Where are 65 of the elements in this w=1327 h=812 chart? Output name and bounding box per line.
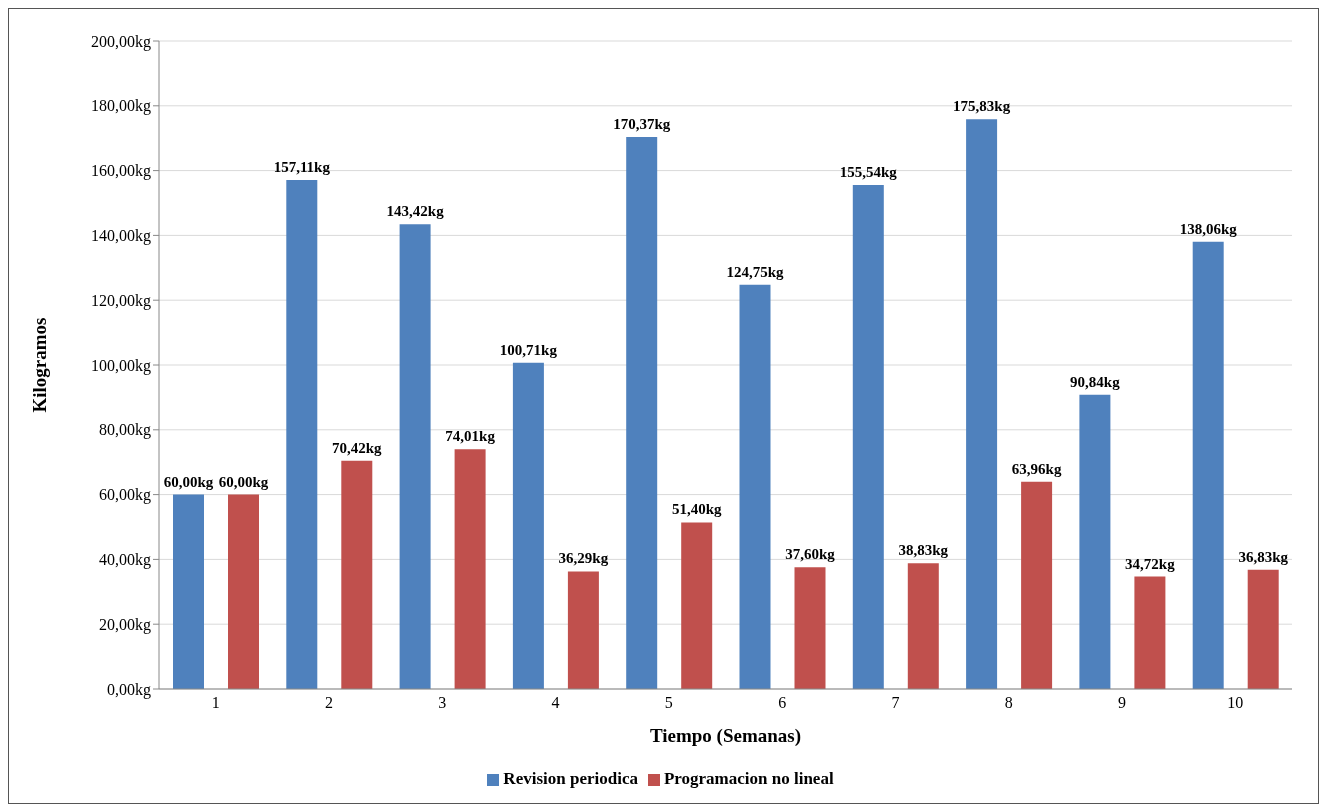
bar — [1021, 481, 1053, 689]
x-axis-title: Tiempo (Semanas) — [649, 725, 802, 748]
y-tick-label: 140,00kg — [91, 227, 151, 246]
bar — [681, 522, 713, 689]
y-tick-label: 80,00kg — [99, 421, 151, 440]
y-tick-label: 100,00kg — [91, 356, 151, 375]
data-label: 36,29kg — [558, 550, 609, 567]
data-label: 70,42kg — [332, 439, 383, 456]
y-tick-label: 0,00kg — [107, 680, 151, 699]
data-label: 60,00kg — [163, 473, 214, 490]
bar — [512, 362, 544, 689]
y-tick-label: 40,00kg — [99, 551, 151, 570]
legend-label: Revision periodica — [503, 769, 638, 788]
bar — [794, 567, 826, 689]
bar — [228, 494, 259, 689]
bar — [567, 571, 599, 689]
bar — [1134, 576, 1166, 689]
bar — [399, 224, 431, 689]
bar — [852, 185, 884, 689]
x-tick-label: 1 — [211, 694, 220, 712]
y-tick-label: 20,00kg — [99, 615, 151, 634]
data-label: 100,71kg — [499, 341, 558, 358]
x-tick-label: 5 — [664, 694, 673, 712]
legend-label: Programacion no lineal — [663, 769, 834, 788]
x-tick-label: 4 — [551, 694, 560, 712]
bar — [286, 179, 318, 689]
bar — [626, 137, 658, 689]
bar — [739, 284, 771, 689]
x-tick-label: 7 — [891, 694, 900, 712]
data-label: 34,72kg — [1125, 555, 1176, 572]
data-label: 60,00kg — [218, 473, 269, 490]
data-label: 74,01kg — [445, 428, 496, 445]
bar — [341, 460, 373, 689]
data-label: 143,42kg — [386, 203, 445, 220]
x-tick-label: 6 — [778, 694, 787, 712]
bar — [454, 449, 486, 689]
data-label: 36,83kg — [1238, 548, 1289, 565]
bar — [1247, 569, 1279, 689]
bar — [907, 563, 939, 689]
x-tick-label: 3 — [438, 694, 447, 712]
data-label: 157,11kg — [273, 158, 331, 175]
data-label: 51,40kg — [671, 501, 722, 518]
x-tick-label: 10 — [1227, 694, 1244, 712]
y-axis-title: Kilogramos — [28, 317, 50, 413]
x-tick-label: 8 — [1004, 694, 1013, 712]
y-tick-label: 60,00kg — [99, 486, 151, 505]
y-tick-label: 120,00kg — [91, 291, 151, 310]
x-tick-label: 9 — [1118, 694, 1127, 712]
x-tick-label: 2 — [324, 694, 333, 712]
data-label: 37,60kg — [785, 546, 836, 563]
data-label: 155,54kg — [839, 164, 898, 181]
data-label: 175,83kg — [953, 98, 1011, 115]
data-label: 63,96kg — [1011, 460, 1062, 477]
bar — [173, 494, 204, 689]
data-label: 170,37kg — [613, 116, 671, 132]
y-tick-label: 200,00kg — [91, 32, 151, 51]
data-label: 38,83kg — [898, 542, 949, 559]
bar — [1079, 394, 1111, 689]
bar — [1192, 241, 1224, 689]
data-label: 90,84kg — [1070, 373, 1121, 390]
y-tick-label: 180,00kg — [91, 97, 151, 116]
data-label: 138,06kg — [1179, 220, 1238, 237]
data-label: 124,75kg — [726, 263, 785, 280]
y-tick-label: 160,00kg — [91, 162, 151, 181]
bar — [966, 119, 998, 689]
